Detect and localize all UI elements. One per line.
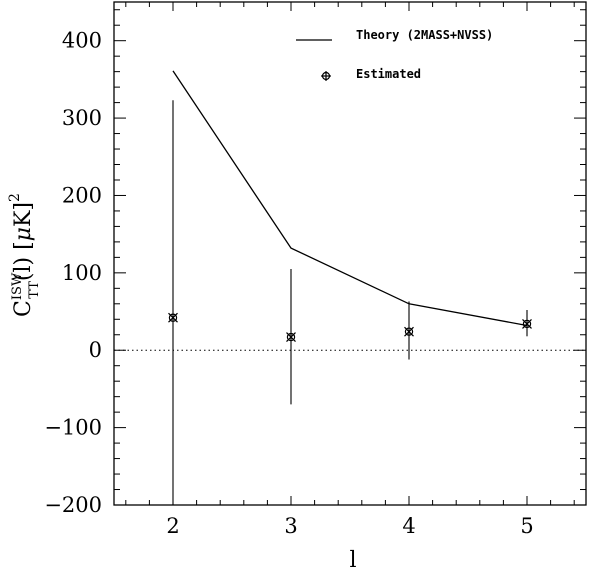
y-tick-label: 100 [62,261,102,285]
y-tick-label: 0 [89,338,102,362]
y-axis-ticks: −200 −100 0 100 200 300 400 [44,9,586,517]
marker-cross [168,312,178,323]
x-tick-label: 2 [166,514,179,538]
legend: Theory (2MASS+NVSS) Estimated [296,28,493,81]
estimated-point [168,312,178,323]
y-tick-label: −200 [44,493,102,517]
plot-frame [113,1,587,506]
marker-cross [522,318,532,329]
x-axis-ticks: 2 3 4 5 [125,2,575,538]
x-tick-label: 3 [284,514,297,538]
estimated-point [522,318,532,329]
marker-circle [168,313,178,322]
marker-circle [286,332,296,342]
theory-line [172,70,528,327]
data-series [168,70,532,505]
y-tick-label: 400 [62,29,102,53]
estimated-point [404,326,414,337]
legend-estimated-marker-icon [321,71,331,81]
y-axis-title: CISW TT(l) [μK]2 [7,193,42,317]
x-tick-label: 5 [520,514,533,538]
estimated-point [286,332,296,342]
x-tick-label: 4 [402,514,415,538]
marker-circle [522,319,532,329]
marker-circle [404,327,414,336]
marker-cross [286,332,296,342]
legend-estimated-label: Estimated [356,67,421,81]
y-tick-label: −100 [44,416,102,440]
x-axis-title: l [349,548,356,570]
marker-cross [404,326,414,337]
y-tick-label: 200 [62,183,102,207]
y-tick-label: 300 [62,106,102,130]
legend-theory-label: Theory (2MASS+NVSS) [356,28,493,42]
